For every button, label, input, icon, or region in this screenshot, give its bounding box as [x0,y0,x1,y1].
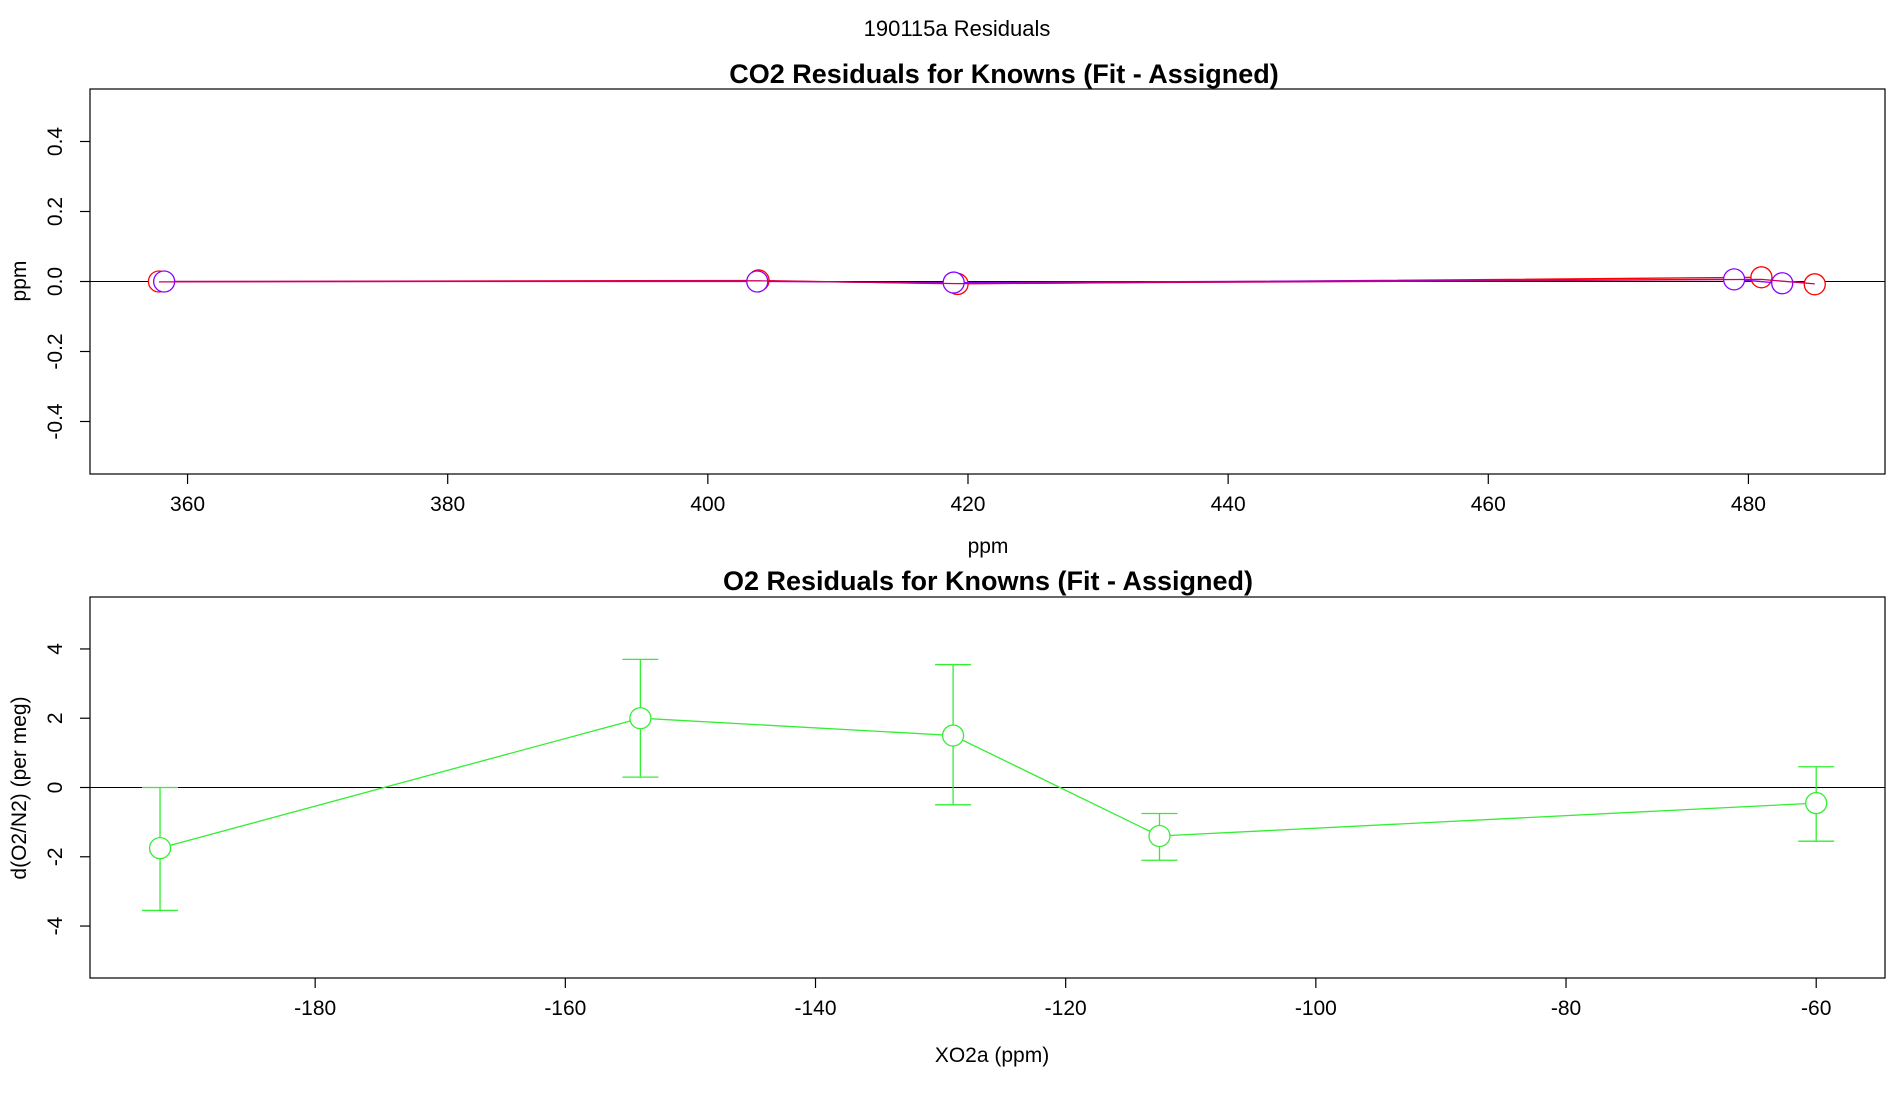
o2-data-point [148,836,172,860]
o2-y-tick-label: 2 [44,712,67,724]
co2-y-tick-label: -0.2 [44,333,67,369]
co2-x-tick-label: 420 [950,493,985,516]
o2-x-tick-label: -160 [544,997,586,1020]
o2-residuals-chart: O2 Residuals for Knowns (Fit - Assigned)… [8,566,1886,1067]
co2-x-axis-label: ppm [968,535,1009,558]
o2-series-0-line [159,717,1817,849]
o2-x-tick-label: -60 [1801,997,1831,1020]
co2-data-point [1750,266,1773,289]
o2-y-tick-label: 0 [44,782,67,794]
co2-series-2-line [158,278,1815,285]
co2-residuals-chart: CO2 Residuals for Knowns (Fit - Assigned… [8,59,1886,558]
o2-x-axis-label: XO2a (ppm) [935,1044,1049,1067]
co2-x-tick-label: 460 [1471,493,1506,516]
co2-y-tick-label: -0.4 [44,403,67,440]
co2-x-tick-label: 400 [690,493,725,516]
o2-x-tick-label: -140 [794,997,836,1020]
co2-chart-title: CO2 Residuals for Knowns (Fit - Assigned… [729,59,1279,89]
o2-data-point [1805,791,1828,815]
o2-data-point [941,724,965,747]
o2-x-tick-label: -180 [294,997,336,1020]
o2-y-axis-label: d(O2/N2) (per meg) [8,696,31,879]
o2-y-tick-label: -2 [44,847,67,866]
o2-series-group [142,658,1835,912]
o2-x-tick-label: -80 [1551,997,1581,1020]
o2-chart-title: O2 Residuals for Knowns (Fit - Assigned) [723,566,1253,596]
co2-axis-ticks: 360 380 400 420 440 460 480 -0.4 -0.2 0.0 0.2 0.4 [44,127,1766,516]
co2-y-axis-label: ppm [8,261,31,302]
o2-data-point [1148,824,1171,848]
o2-x-tick-label: -100 [1295,997,1337,1020]
co2-x-tick-label: 480 [1731,493,1766,516]
o2-data-point [629,707,652,730]
o2-y-tick-label: -4 [44,916,67,935]
co2-x-tick-label: 360 [170,493,205,516]
co2-y-tick-label: 0.4 [44,127,67,157]
o2-x-tick-label: -120 [1045,997,1087,1020]
figure-title: 190115a Residuals [864,16,1051,41]
co2-x-tick-label: 380 [430,493,465,516]
co2-data-point [1771,272,1794,295]
co2-data-point [942,271,965,294]
co2-x-tick-label: 440 [1211,493,1246,516]
co2-series-group [147,266,1826,296]
o2-y-tick-label: 4 [44,643,67,655]
o2-axis-ticks: -180 -160 -140 -120 -100 -80 -60 -4 -2 0 2 4 [44,643,1831,1020]
co2-y-tick-label: 0.0 [44,267,67,296]
co2-y-tick-label: 0.2 [44,197,67,226]
